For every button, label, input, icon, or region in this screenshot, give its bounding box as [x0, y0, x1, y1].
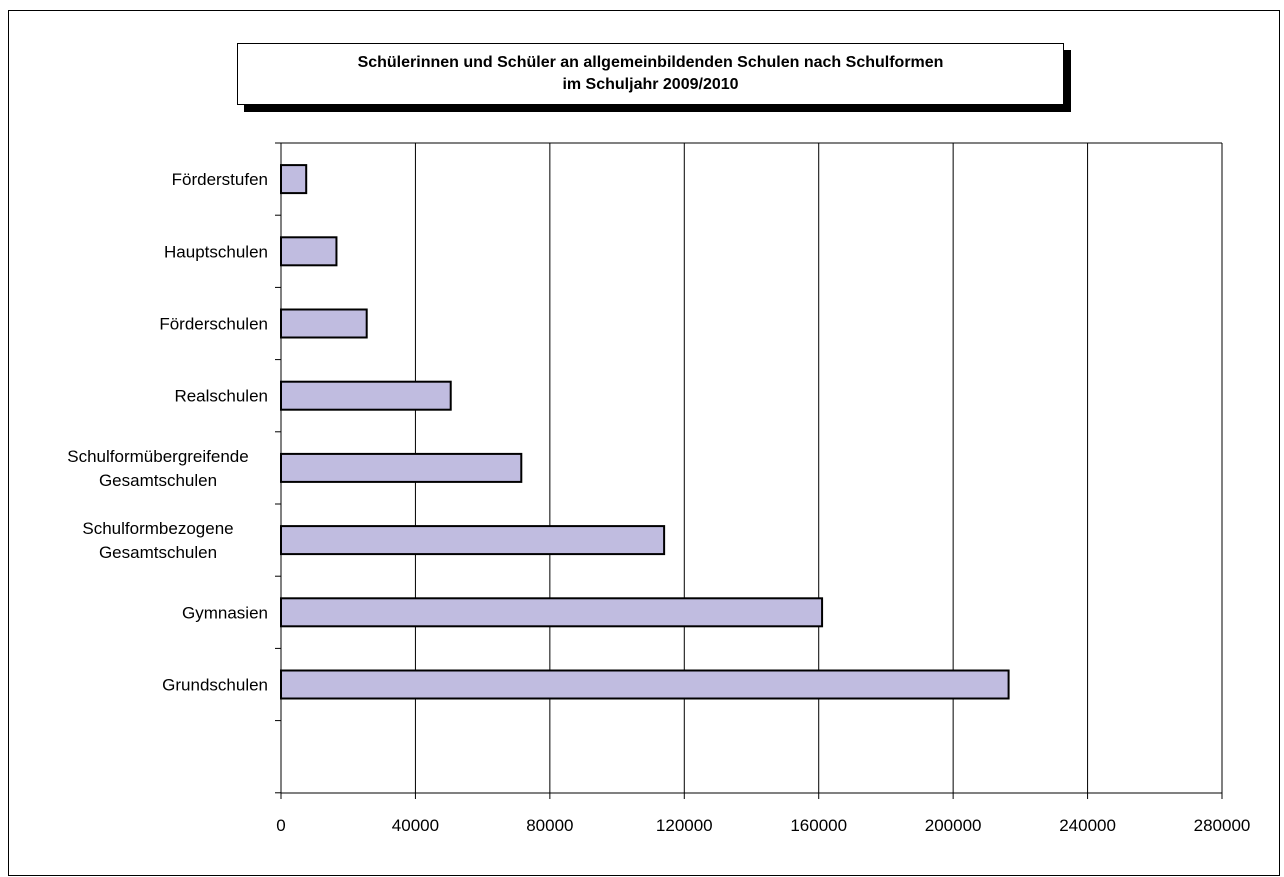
x-tick-label: 0 [276, 816, 285, 835]
x-tick-label: 160000 [790, 816, 847, 835]
bar [280, 669, 1010, 700]
x-tick-label: 80000 [526, 816, 573, 835]
x-tick-label: 120000 [656, 816, 713, 835]
category-label: Schulformübergreifende Gesamtschulen [67, 447, 248, 490]
chart-frame [8, 10, 1280, 876]
x-tick-label: 280000 [1194, 816, 1251, 835]
bar [280, 525, 666, 556]
chart-title-line-2: im Schuljahr 2009/2010 [562, 76, 739, 93]
category-label: Schulformbezogene Gesamtschulen [82, 519, 233, 562]
category-label: Grundschulen [162, 676, 268, 695]
bar [280, 380, 452, 411]
x-tick-label: 240000 [1059, 816, 1116, 835]
x-tick-label: 40000 [392, 816, 439, 835]
bar [280, 597, 824, 628]
x-tick-label: 200000 [925, 816, 982, 835]
chart-title-box: Schülerinnen und Schüler an allgemeinbil… [237, 43, 1064, 105]
category-label: Realschulen [174, 387, 268, 406]
category-label: Gymnasien [182, 603, 268, 622]
bar [280, 452, 523, 483]
category-label: Hauptschulen [164, 242, 268, 261]
bar [280, 164, 308, 195]
category-label: Förderschulen [159, 315, 268, 334]
category-label: Förderstufen [172, 170, 268, 189]
bar [280, 236, 338, 267]
bar [280, 308, 368, 339]
chart-title-line-1: Schülerinnen und Schüler an allgemeinbil… [357, 54, 944, 71]
